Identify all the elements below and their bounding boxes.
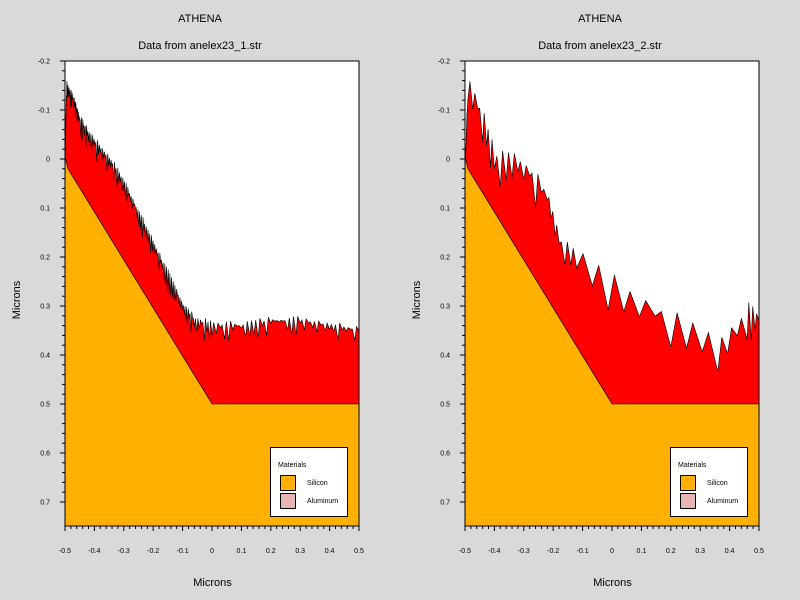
x-tick-label: -0.3 [118, 548, 130, 555]
y-tick-label: -0.2 [38, 59, 50, 66]
legend-label: Silicon [707, 480, 728, 487]
x-tick-label: -0.2 [547, 548, 559, 555]
y-tick-label: 0.4 [440, 353, 450, 360]
x-tick-label: -0.5 [459, 548, 471, 555]
aluminum-region [64, 80, 360, 405]
plot-panel-2: ATHENA Data from anelex23_2.str -0.5 -0.4… [400, 0, 800, 600]
x-tick-label: -0.2 [147, 548, 159, 555]
legend-swatch [280, 493, 296, 509]
plot-panel-1: ATHENA Data from anelex23_1.str -0.5 -0.4… [11, 13, 364, 589]
y-tick-label: 0.4 [40, 353, 50, 360]
chart-title: ATHENA [178, 13, 222, 25]
y-tick-label: 0.3 [440, 304, 450, 311]
y-tick-label: 0.2 [40, 255, 50, 262]
legend-label: Silicon [307, 480, 328, 487]
y-tick-label: 0.7 [440, 500, 450, 507]
y-tick-label: -0.1 [438, 108, 450, 115]
y-tick-label: -0.2 [438, 59, 450, 66]
x-tick-label: 0.5 [754, 548, 764, 555]
x-tick-label: 0 [210, 548, 214, 555]
x-axis-label: Microns [593, 577, 632, 589]
legend-title: Materials [278, 462, 307, 469]
y-tick-label: 0.1 [40, 206, 50, 213]
y-tick-label: 0.6 [440, 451, 450, 458]
x-tick-label: -0.1 [177, 548, 189, 555]
materials-legend: Materials Silicon Aluminum [670, 447, 748, 517]
y-tick-label: 0.5 [440, 402, 450, 409]
y-axis-label: Microns [411, 280, 423, 320]
y-tick-label: 0.3 [40, 304, 50, 311]
plot-frame [64, 60, 360, 527]
x-tick-label: -0.4 [88, 548, 100, 555]
x-tick-label: -0.4 [488, 548, 500, 555]
x-tick-label: 0.5 [354, 548, 364, 555]
y-tick-label: 0.1 [440, 206, 450, 213]
x-tick-label: -0.3 [518, 548, 530, 555]
legend-swatch [680, 493, 696, 509]
y-tick-label: 0 [46, 157, 50, 164]
plot-frame [464, 60, 760, 527]
legend-label: Aluminum [307, 498, 339, 505]
y-tick-label: 0.5 [40, 402, 50, 409]
x-tick-label: 0.4 [325, 548, 335, 555]
x-tick-label: 0.1 [637, 548, 647, 555]
legend-swatch [280, 475, 296, 491]
legend-label: Aluminum [707, 498, 739, 505]
chart-subtitle: Data from anelex23_1.str [138, 40, 262, 52]
legend-title: Materials [678, 462, 707, 469]
y-tick-label: 0.7 [40, 500, 50, 507]
x-tick-label: 0.3 [695, 548, 705, 555]
x-tick-label: -0.5 [59, 548, 71, 555]
x-tick-label: 0.2 [666, 548, 676, 555]
x-tick-label: 0.2 [266, 548, 276, 555]
plot-area: -0.5 -0.4 -0.3 -0.2 -0.1 0 0.1 0.2 0.3 0.4 0.5 -0.2… [438, 59, 764, 556]
y-tick-label: 0.6 [40, 451, 50, 458]
x-axis-label: Microns [193, 577, 232, 589]
y-axis-label: Microns [11, 280, 23, 320]
legend-swatch [680, 475, 696, 491]
x-tick-label: 0.4 [725, 548, 735, 555]
x-tick-label: 0.3 [295, 548, 305, 555]
x-tick-label: -0.1 [577, 548, 589, 555]
x-tick-label: 0.1 [237, 548, 247, 555]
y-tick-label: 0.2 [440, 255, 450, 262]
y-tick-label: -0.1 [38, 108, 50, 115]
chart-title: ATHENA [578, 13, 622, 25]
chart-subtitle: Data from anelex23_2.str [538, 40, 662, 52]
materials-legend: Materials Silicon Aluminum [270, 447, 348, 517]
y-tick-label: 0 [446, 157, 450, 164]
x-tick-label: 0 [610, 548, 614, 555]
aluminum-region [464, 81, 760, 405]
